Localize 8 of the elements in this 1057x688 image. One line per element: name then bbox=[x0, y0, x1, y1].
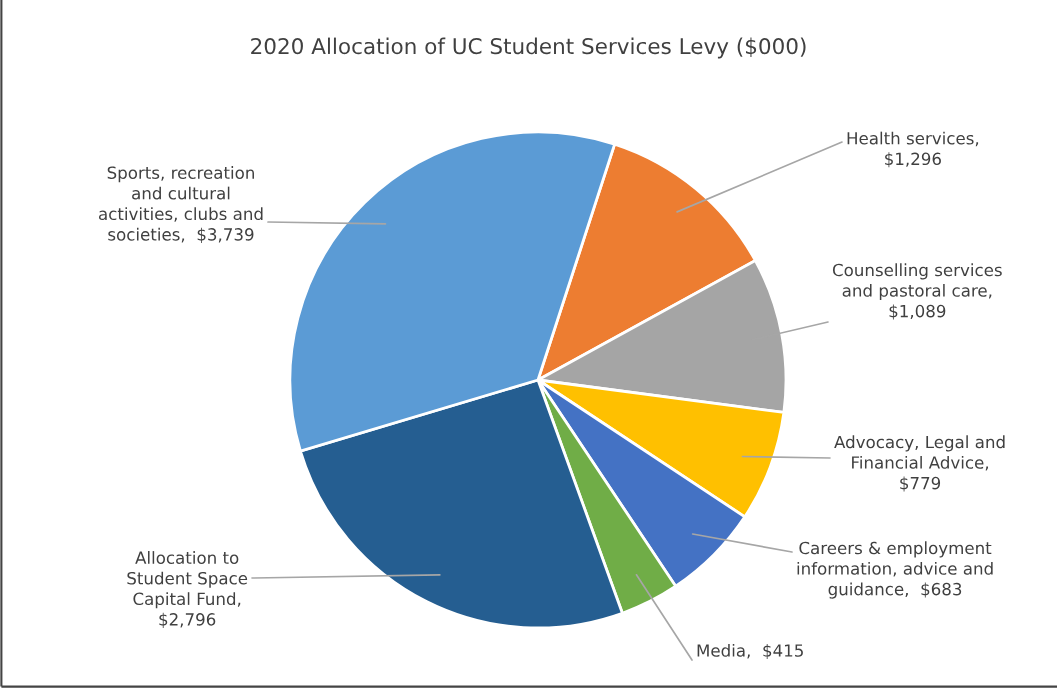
slice-label: Allocation to Student Space Capital Fund, $2,796 bbox=[127, 551, 248, 628]
chart-title: 2020 Allocation of UC Student Services Levy ($000) bbox=[251, 37, 806, 59]
slice-label: Sports, recreation and cultural activities, clubs and societies, $3,739 bbox=[98, 166, 263, 243]
slice-label: Careers & employment information, advice and guidance, $683 bbox=[797, 541, 993, 599]
slice-label: Media, $415 bbox=[697, 643, 803, 660]
slice-label: Advocacy, Legal and Financial Advice, $779 bbox=[834, 435, 1005, 492]
slice-label: Health services, $1,296 bbox=[847, 131, 979, 168]
slice-label: Counselling services and pastoral care, $1,089 bbox=[832, 263, 1002, 320]
